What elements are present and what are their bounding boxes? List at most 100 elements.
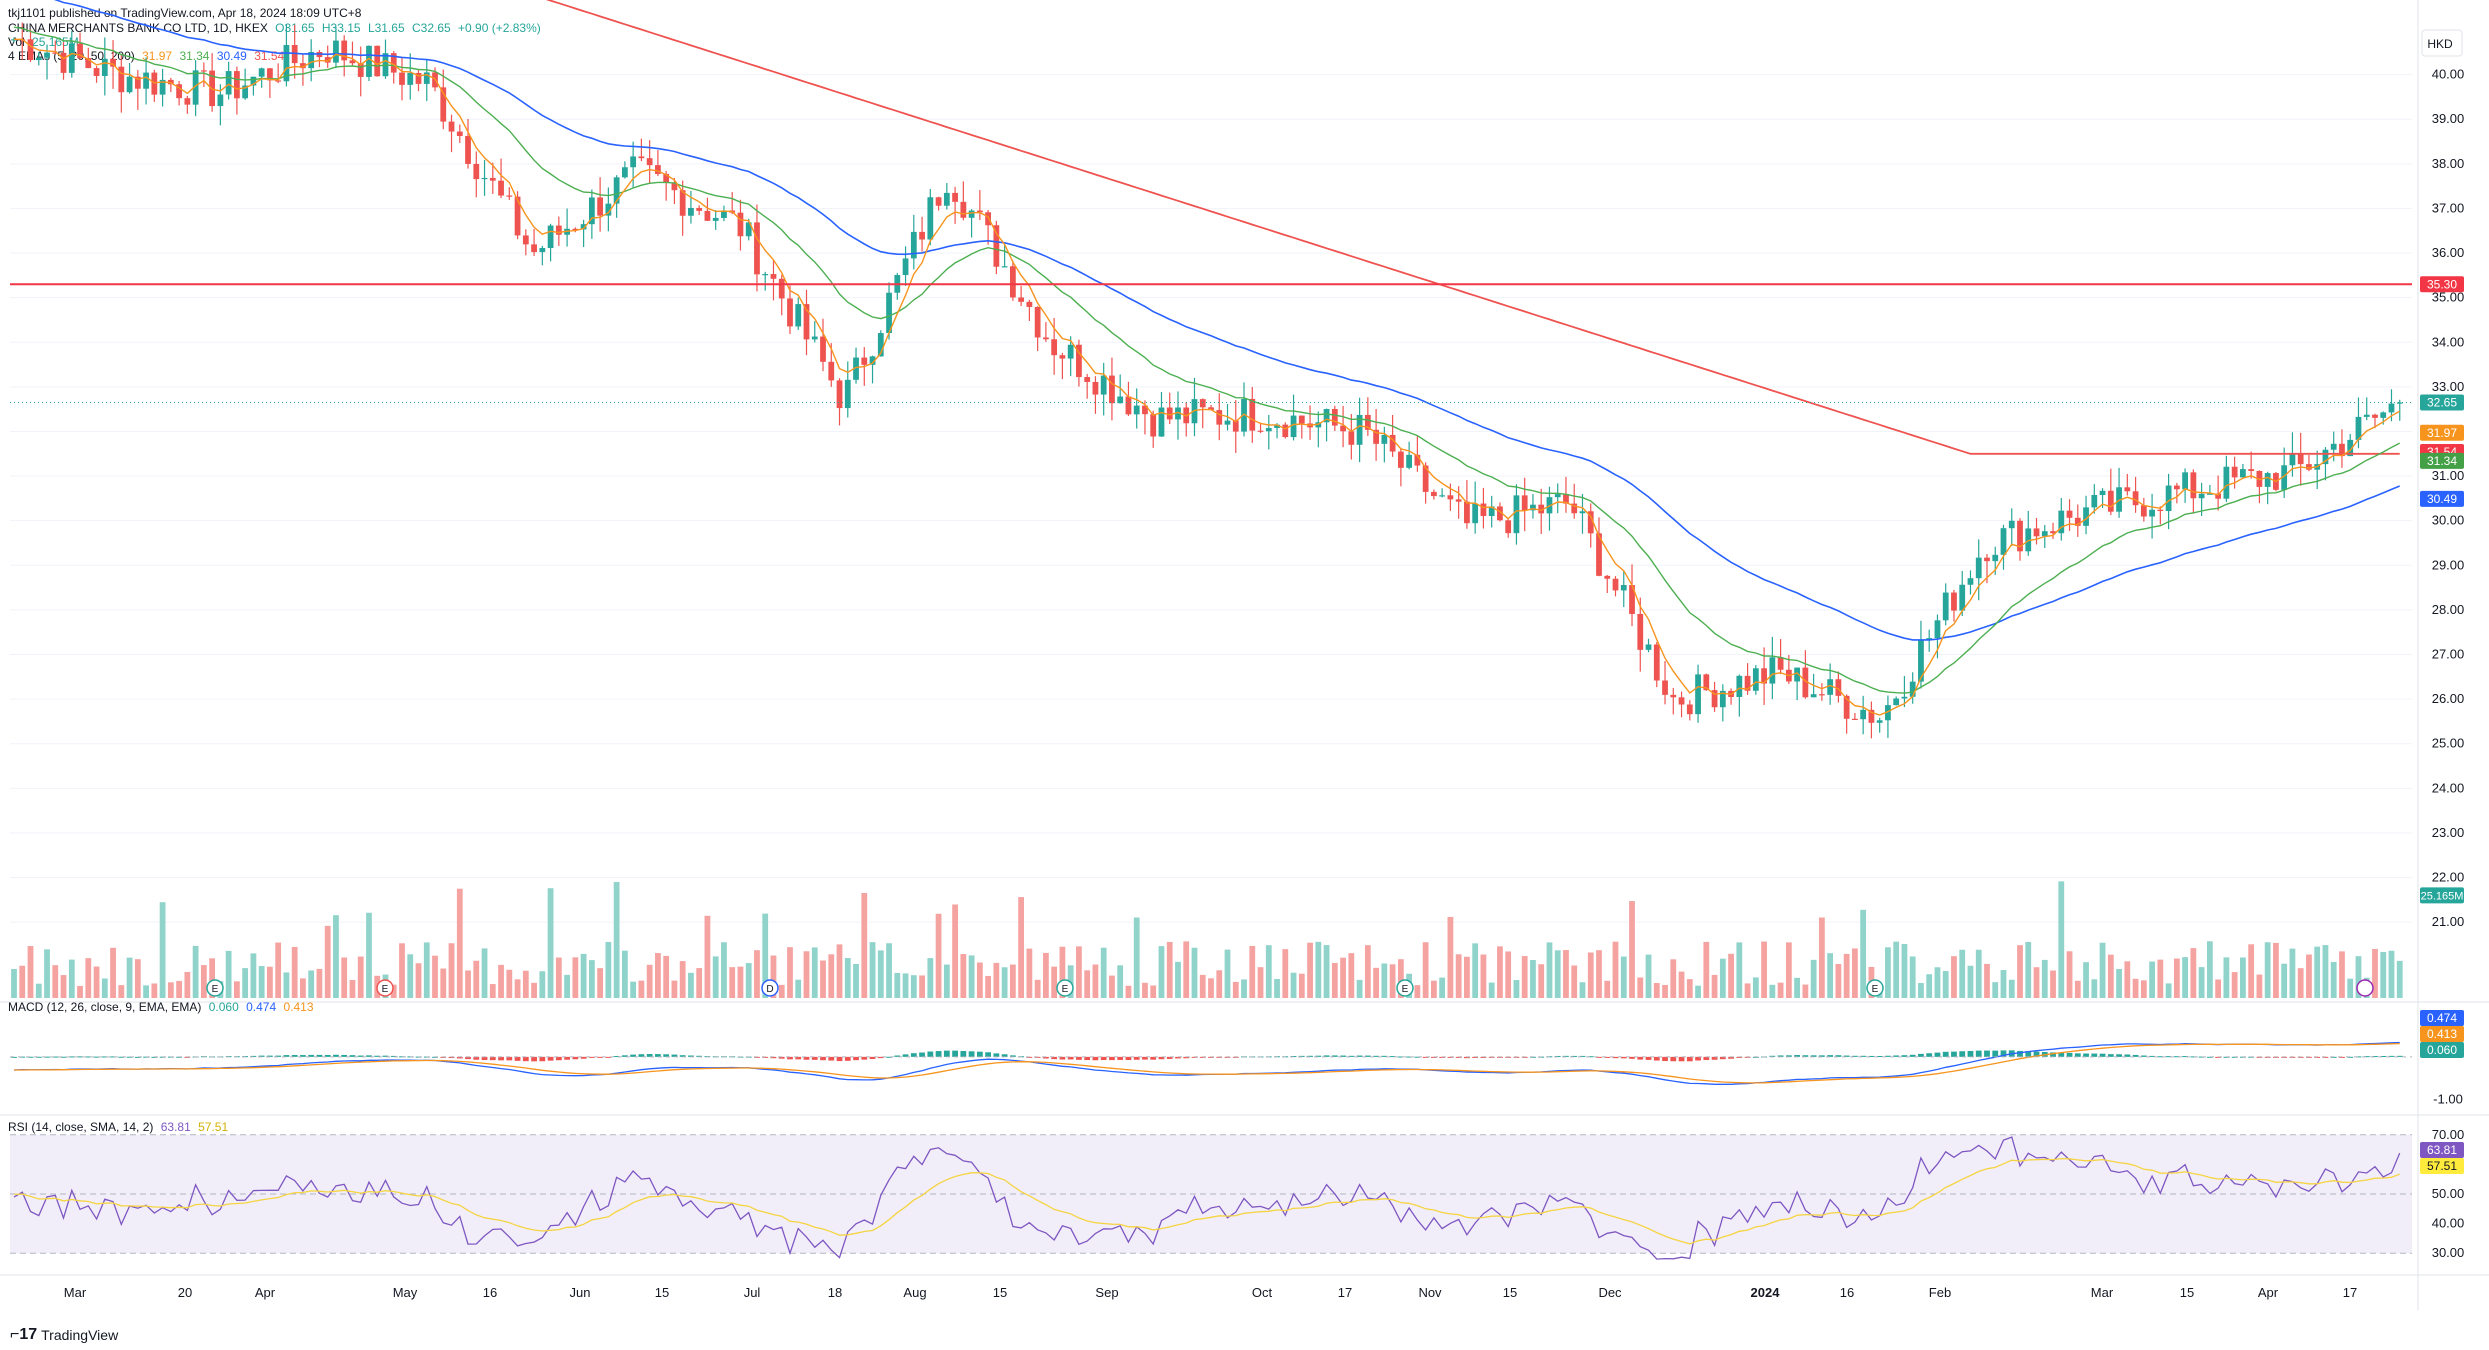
macd-hist-bar [77, 1056, 83, 1058]
candle-body [919, 231, 925, 240]
volume-bar [1893, 941, 1900, 998]
macd-hist-bar [894, 1055, 901, 1057]
macd-hist-bar [1967, 1050, 1974, 1057]
macd-hist-bar [1670, 1056, 1677, 1062]
macd-hist-bar [324, 1054, 331, 1057]
candle-body [910, 231, 917, 259]
macd-hist-bar [2206, 1056, 2213, 1058]
candle-body [275, 80, 282, 82]
price-badge-label: 35.30 [2427, 277, 2457, 291]
macd-hist-bar [993, 1053, 1000, 1057]
volume-bar [1125, 985, 1132, 998]
candle-body [1166, 407, 1173, 420]
candle-body [1034, 306, 1041, 338]
macd-hist-bar [27, 1056, 34, 1058]
volume-bar [2256, 974, 2263, 998]
macd-signal-value: 0.413 [283, 1000, 314, 1014]
candle-body [1100, 375, 1107, 395]
candle-body [1686, 704, 1693, 715]
volume-bar [894, 972, 901, 998]
candle-body [192, 70, 199, 105]
macd-hist-bar [1084, 1056, 1091, 1061]
macd-hist-bar [1397, 1056, 1404, 1058]
volume-bar [283, 972, 290, 998]
macd-hist-bar [564, 1056, 570, 1060]
macd-hist-bar [1777, 1055, 1784, 1057]
macd-hist-bar [1612, 1056, 1619, 1059]
macd-hist-bar [1620, 1056, 1627, 1059]
time-tick-label: Mar [2091, 1285, 2114, 1300]
event-marker-label: E [1062, 984, 1069, 995]
volume-bar [1934, 967, 1941, 998]
time-tick-label: Oct [1252, 1285, 1273, 1300]
macd-hist-bar [1951, 1051, 1957, 1057]
macd-hist-bar [399, 1056, 405, 1058]
volume-bar [2050, 970, 2056, 998]
macd-hist-bar [308, 1054, 315, 1057]
volume-bar [176, 980, 182, 998]
macd-hist-bar [1563, 1055, 1569, 1057]
volume-bar [646, 964, 653, 998]
volume-bar [1653, 983, 1660, 998]
candle-body [110, 58, 116, 67]
candle-body [795, 304, 802, 327]
volume-bar [621, 950, 628, 998]
volume-bar [1076, 946, 1082, 998]
candle-body [27, 39, 34, 61]
candle-body [1637, 613, 1644, 650]
candle-body [1406, 454, 1413, 468]
macd-hist-bar [1166, 1056, 1173, 1059]
volume-bar [324, 925, 331, 998]
macd-hist-bar [1876, 1055, 1883, 1057]
macd-hist-bar [1067, 1056, 1074, 1060]
volume-bar [679, 961, 686, 998]
volume-bar [2107, 954, 2114, 998]
candle-body [638, 156, 645, 159]
volume-bar [1513, 980, 1520, 998]
price-tick-label: 40.00 [2432, 67, 2465, 82]
volume-bar [2380, 951, 2387, 998]
volume-bar [1414, 985, 1421, 998]
tradingview-logo[interactable]: ⌐17 TradingView [10, 1326, 118, 1344]
macd-hist-bar [1117, 1056, 1124, 1060]
volume-bar [1274, 979, 1280, 998]
macd-hist-bar [2132, 1054, 2139, 1057]
volume-bar [811, 947, 818, 998]
volume-bar [869, 942, 876, 998]
candle-body [1563, 494, 1569, 504]
volume-bar [2281, 963, 2288, 998]
volume-bar [1216, 970, 1223, 998]
candle-body [1596, 533, 1602, 576]
candle-body [1331, 408, 1338, 426]
candle-body [1901, 696, 1908, 699]
volume-bar [1009, 964, 1016, 998]
volume-bar [1464, 956, 1470, 998]
macd-hist-bar [1381, 1055, 1388, 1057]
macd-hist-bar [787, 1056, 793, 1060]
volume-bar [1043, 952, 1049, 998]
volume-bar [2140, 980, 2147, 998]
volume-bar [357, 956, 364, 998]
candle-body [869, 356, 876, 365]
candle-body [704, 210, 711, 221]
volume-bar [1208, 978, 1214, 998]
macd-hist-bar [671, 1054, 678, 1057]
price-tick-label: 31.00 [2432, 468, 2465, 483]
volume-bar [531, 982, 537, 998]
volume-bar [1538, 964, 1545, 998]
candle-body [134, 76, 141, 89]
time-tick-label: Jul [744, 1285, 761, 1300]
candle-body [151, 72, 158, 95]
candle-body [1860, 709, 1867, 720]
macd-badge-label: 0.060 [2427, 1043, 2457, 1057]
time-tick-label: Apr [255, 1285, 276, 1300]
publisher-line: tkj1101 published on TradingView.com, Ap… [8, 6, 362, 20]
macd-hist-bar [522, 1056, 529, 1062]
vol-label: Vol [8, 35, 25, 49]
candle-body [2339, 443, 2345, 457]
macd-hist-bar [481, 1056, 488, 1061]
macd-hist-bar [118, 1056, 125, 1058]
candle-body [498, 180, 504, 196]
candle-body [952, 192, 958, 202]
